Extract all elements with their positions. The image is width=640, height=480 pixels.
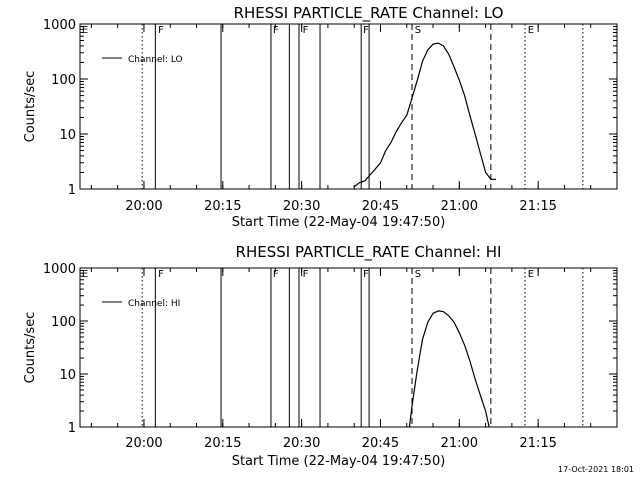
x-tick-label: 20:00 bbox=[125, 436, 162, 451]
series-line bbox=[353, 42, 497, 188]
flag-letter: F bbox=[158, 25, 164, 36]
flag-letter: F bbox=[273, 25, 279, 36]
flag-letter: F bbox=[303, 269, 309, 280]
flag-letter: E bbox=[82, 269, 88, 280]
timestamp: 17-Oct-2021 18:01 bbox=[558, 465, 634, 474]
plot-frame bbox=[79, 23, 618, 190]
x-tick-label: 21:15 bbox=[519, 199, 556, 214]
flag-letter: F bbox=[158, 269, 164, 280]
y-tick-label: 1 bbox=[68, 183, 76, 198]
flag-letter: F bbox=[363, 25, 369, 36]
y-tick-label: 1000 bbox=[43, 18, 76, 33]
flag-letter: E bbox=[528, 25, 534, 36]
x-axis-label: Start Time (22-May-04 19:47:50) bbox=[232, 215, 446, 230]
y-tick-label: 10 bbox=[59, 128, 76, 143]
y-tick-label: 1 bbox=[68, 421, 76, 436]
x-tick-label: 21:00 bbox=[441, 436, 478, 451]
legend-label: Channel: HI bbox=[128, 299, 180, 309]
y-axis-label: Counts/sec bbox=[23, 71, 38, 143]
chart-title: RHESSI PARTICLE_RATE Channel: LO bbox=[234, 4, 504, 23]
flag-letter: F bbox=[273, 269, 279, 280]
x-tick-label: 21:00 bbox=[441, 199, 478, 214]
flag-letter: F bbox=[303, 25, 309, 36]
x-tick-label: 20:45 bbox=[362, 199, 399, 214]
x-tick-label: 20:00 bbox=[125, 199, 162, 214]
flag-letter: S bbox=[415, 269, 421, 280]
x-axis-label: Start Time (22-May-04 19:47:50) bbox=[232, 454, 446, 469]
x-tick-label: 20:30 bbox=[283, 199, 320, 214]
y-tick-label: 100 bbox=[51, 73, 76, 88]
legend-label: Channel: LO bbox=[128, 55, 183, 65]
chart-title: RHESSI PARTICLE_RATE Channel: HI bbox=[236, 243, 502, 262]
x-tick-label: 21:15 bbox=[519, 436, 556, 451]
x-tick-label: 20:15 bbox=[204, 436, 241, 451]
x-tick-label: 20:30 bbox=[283, 436, 320, 451]
flag-letter: E bbox=[82, 25, 88, 36]
flag-letter: E bbox=[528, 269, 534, 280]
plot-frame bbox=[79, 267, 618, 428]
flag-letter: F bbox=[363, 269, 369, 280]
y-tick-label: 100 bbox=[51, 315, 76, 330]
y-tick-label: 10 bbox=[59, 368, 76, 383]
x-tick-label: 20:15 bbox=[204, 199, 241, 214]
y-axis-label: Counts/sec bbox=[23, 312, 38, 384]
flag-letter: S bbox=[415, 25, 421, 36]
series-line bbox=[408, 310, 490, 428]
x-tick-label: 20:45 bbox=[362, 436, 399, 451]
y-tick-label: 1000 bbox=[43, 262, 76, 277]
